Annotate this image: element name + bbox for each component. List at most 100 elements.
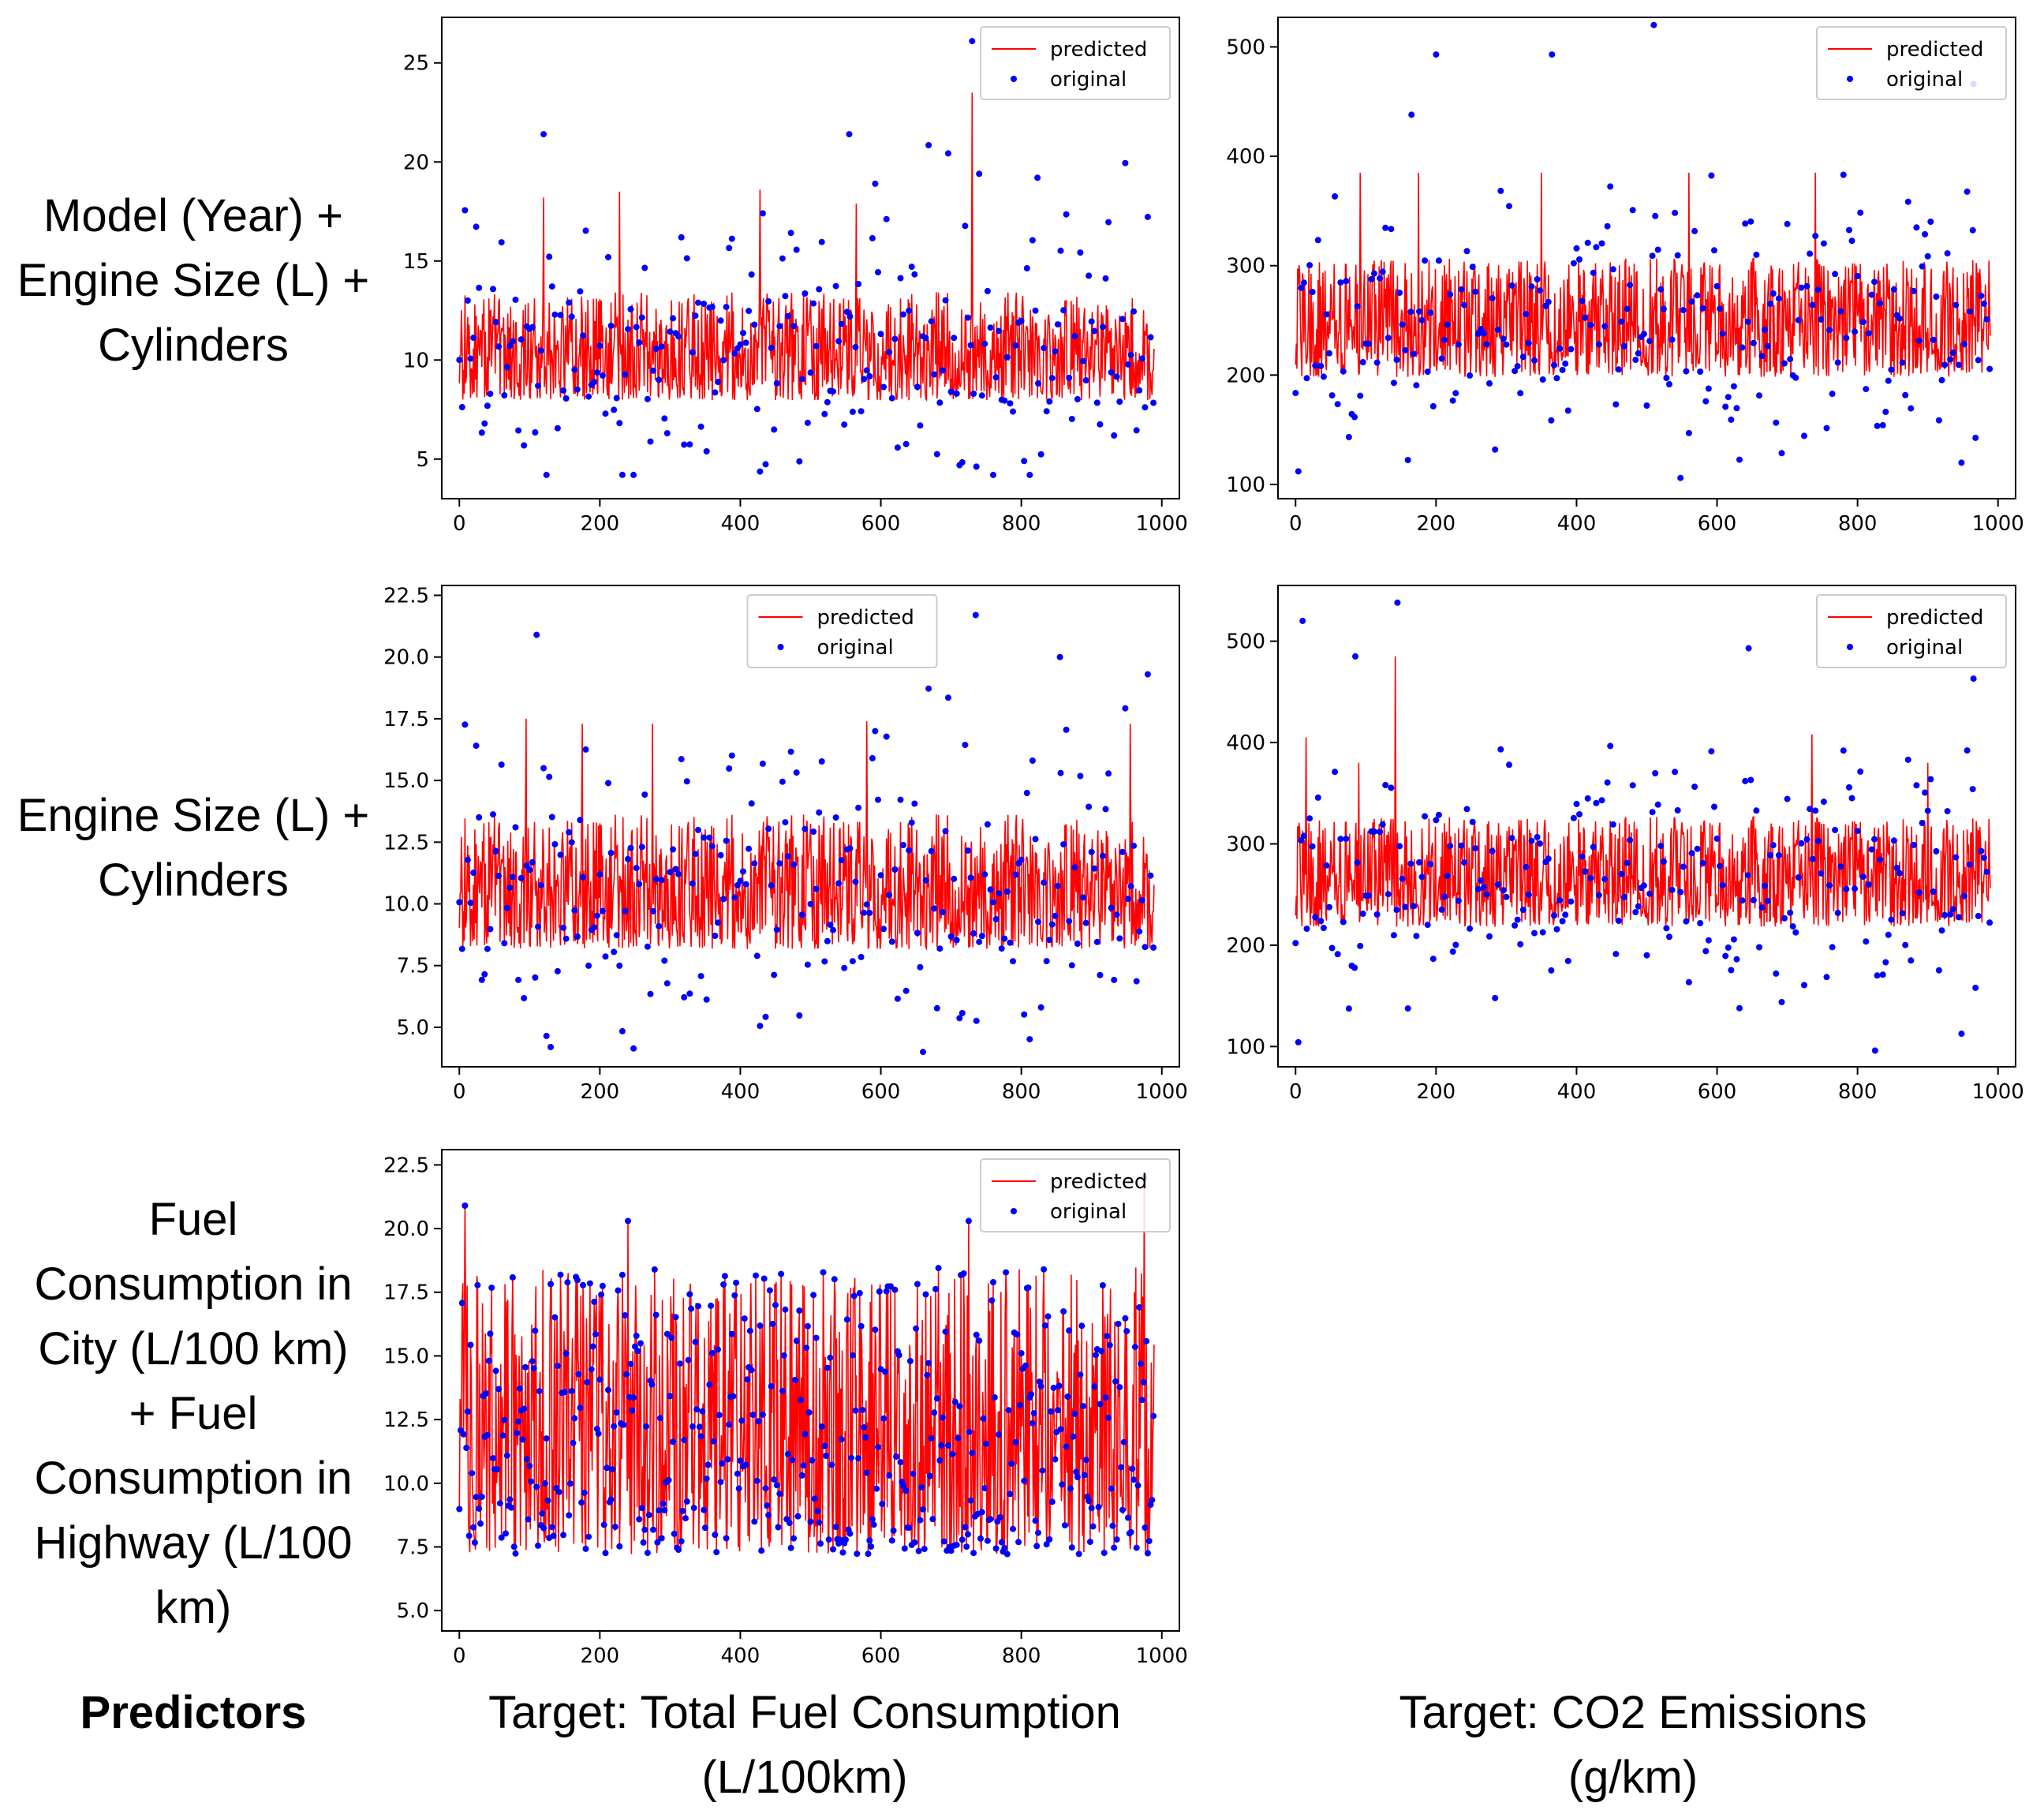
original-point [1500,335,1507,342]
original-point [568,1388,575,1394]
original-point [1531,357,1538,364]
original-point [1877,300,1884,307]
original-point [1371,270,1377,277]
original-point [613,1409,620,1416]
original-point [1913,782,1920,789]
original-point [1435,257,1442,264]
original-point [1052,912,1059,919]
original-point [1745,645,1752,652]
original-point [866,910,873,916]
original-point [1843,885,1850,892]
original-point [1868,846,1875,853]
original-point [1820,799,1827,806]
original-point [782,293,789,300]
original-point [515,427,522,434]
original-point [1410,350,1417,357]
original-point [1115,1320,1122,1327]
original-point [712,933,719,939]
y-tick-label: 500 [1226,36,1265,59]
original-point [492,1367,499,1375]
original-point [1136,1303,1143,1311]
original-point [1938,376,1945,383]
original-point [615,1287,622,1294]
original-point [685,1356,692,1363]
original-point [1672,209,1679,216]
original-point [506,1496,514,1503]
original-point [910,1470,917,1477]
original-point [1935,417,1942,424]
original-point [981,1485,988,1492]
original-point [695,826,701,833]
original-point [789,1457,796,1464]
original-point [1666,933,1672,941]
original-point [768,1383,775,1389]
original-point [1028,1391,1035,1398]
original-point [780,1352,787,1359]
original-point [1865,881,1872,888]
original-point [1621,893,1627,900]
original-point [1309,289,1316,295]
original-point [816,286,823,293]
original-point [785,312,791,320]
original-point [1402,346,1409,353]
original-point [1654,801,1661,808]
original-point [945,694,951,701]
original-point [987,1516,994,1523]
original-point [745,845,753,852]
original-point [731,350,738,357]
original-point [599,1282,606,1289]
original-point [1463,806,1470,813]
original-point [463,1445,470,1451]
original-point [512,296,519,303]
original-point [1955,914,1962,921]
original-point [487,926,494,933]
original-point [1034,174,1041,181]
original-point [1111,976,1118,983]
original-point [577,288,584,295]
original-point [644,395,651,402]
original-point [1879,971,1886,978]
original-point [897,1459,904,1466]
original-point [636,1516,643,1523]
original-point [633,1333,640,1339]
original-point [883,1288,890,1295]
original-point [861,1424,868,1431]
original-point [1323,311,1330,318]
original-point [1075,1550,1082,1558]
original-point [580,873,586,881]
original-point [1868,291,1875,298]
original-point [1472,288,1479,295]
original-point [1041,1266,1048,1273]
original-point [1924,252,1931,260]
legend-original-swatch [1011,76,1017,82]
original-point [1149,1497,1156,1504]
legend-predicted-label: predicted [1050,38,1147,62]
original-point [1863,386,1870,393]
original-point [476,1505,483,1512]
original-points [1292,599,1994,1054]
original-point [759,1411,766,1418]
original-point [1744,318,1751,325]
original-point [1949,906,1956,913]
original-point [965,847,971,854]
original-point [1074,395,1081,402]
original-point [1343,278,1350,285]
original-point [872,727,879,735]
original-point [1086,272,1093,279]
original-point [1116,935,1123,942]
original-point [580,1281,586,1289]
original-point [920,1049,926,1056]
original-point [679,1507,686,1514]
original-point [1955,361,1962,368]
original-point [532,1327,539,1334]
original-point [1048,375,1056,382]
original-point [1077,249,1084,256]
original-point [1334,401,1341,408]
original-point [671,1530,678,1537]
original-point [550,1532,557,1539]
original-point [1104,1333,1111,1340]
original-point [652,1311,660,1318]
y-tick-label: 400 [1226,145,1265,169]
original-point [1116,398,1123,406]
original-point [908,264,915,271]
